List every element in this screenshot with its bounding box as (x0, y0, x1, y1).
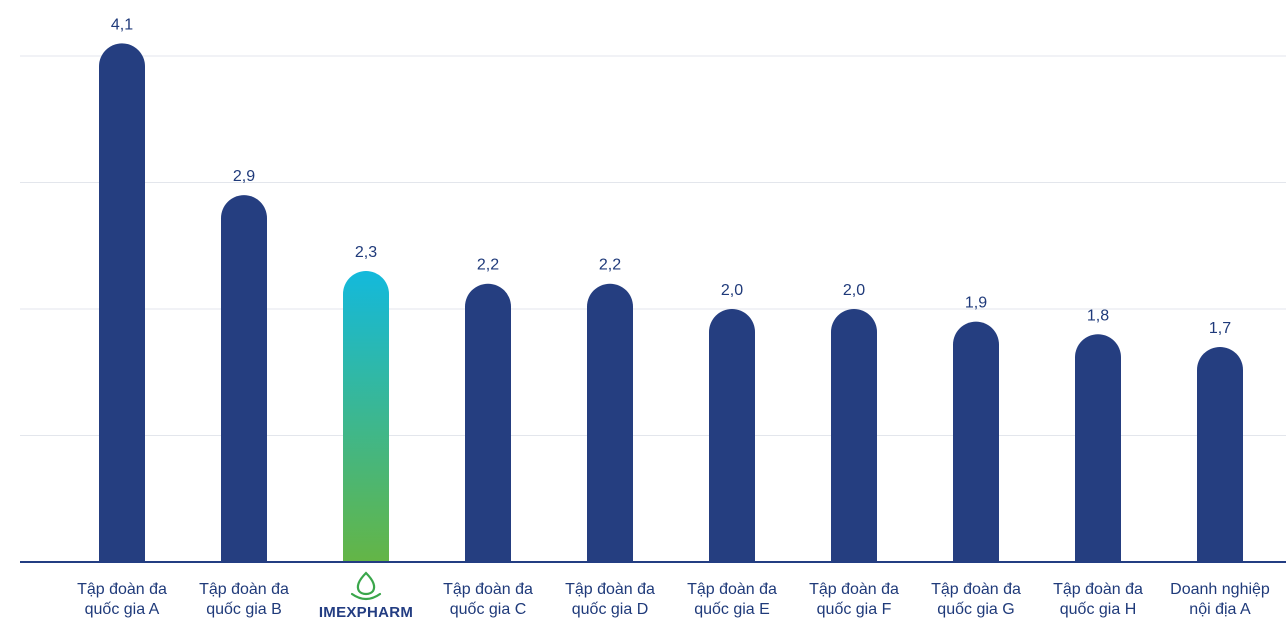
value-label: 2,0 (843, 282, 865, 299)
category-label: Tập đoàn đa (931, 581, 1021, 598)
category-label: nội địa A (1189, 601, 1251, 618)
category-label: quốc gia D (572, 601, 649, 618)
leaf-arc-icon (350, 592, 382, 601)
category-label: quốc gia A (85, 601, 160, 618)
category-label: Tập đoàn đa (199, 581, 289, 598)
value-label: 4,1 (111, 16, 133, 33)
category-label: quốc gia G (937, 601, 1014, 618)
category-label: Doanh nghiệp (1170, 581, 1270, 598)
logo-wordmark: IMEXPHARM (319, 604, 413, 621)
category-labels: Tập đoàn đa quốc gia A Tập đoàn đa quốc gia… (77, 571, 1270, 621)
value-label: 1,8 (1087, 307, 1109, 324)
bar (831, 309, 877, 562)
value-label: 2,2 (599, 257, 621, 274)
category-label: Tập đoàn đa (443, 581, 533, 598)
value-label: 1,9 (965, 295, 987, 312)
imexpharm-logo: IMEXPHARM (319, 571, 413, 621)
bar (465, 283, 511, 562)
category-label: Tập đoàn đa (687, 581, 777, 598)
category-label: quốc gia F (817, 601, 892, 618)
bar (587, 283, 633, 562)
value-label: 2,3 (355, 244, 377, 261)
bars (99, 43, 1243, 563)
bar-highlight (343, 271, 389, 562)
bar (221, 195, 267, 562)
category-label: quốc gia B (206, 601, 282, 618)
value-label: 2,2 (477, 257, 499, 274)
value-labels: 4,1 2,9 2,3 2,2 2,2 2,0 2,0 1,9 1,8 1,7 (111, 16, 1231, 337)
category-label: Tập đoàn đa (809, 581, 899, 598)
value-label: 1,7 (1209, 320, 1231, 337)
category-label: Tập đoàn đa (77, 581, 167, 598)
droplet-icon (356, 571, 376, 596)
value-label: 2,9 (233, 168, 255, 185)
category-label: Tập đoàn đa (565, 581, 655, 598)
bar (99, 43, 145, 563)
category-label: quốc gia H (1060, 601, 1137, 618)
bar (953, 321, 999, 562)
bar (709, 309, 755, 562)
category-label: quốc gia C (450, 601, 527, 618)
category-label: quốc gia E (694, 601, 770, 618)
bar (1197, 346, 1243, 562)
category-label: Tập đoàn đa (1053, 581, 1143, 598)
value-label: 2,0 (721, 282, 743, 299)
bar (1075, 334, 1121, 562)
